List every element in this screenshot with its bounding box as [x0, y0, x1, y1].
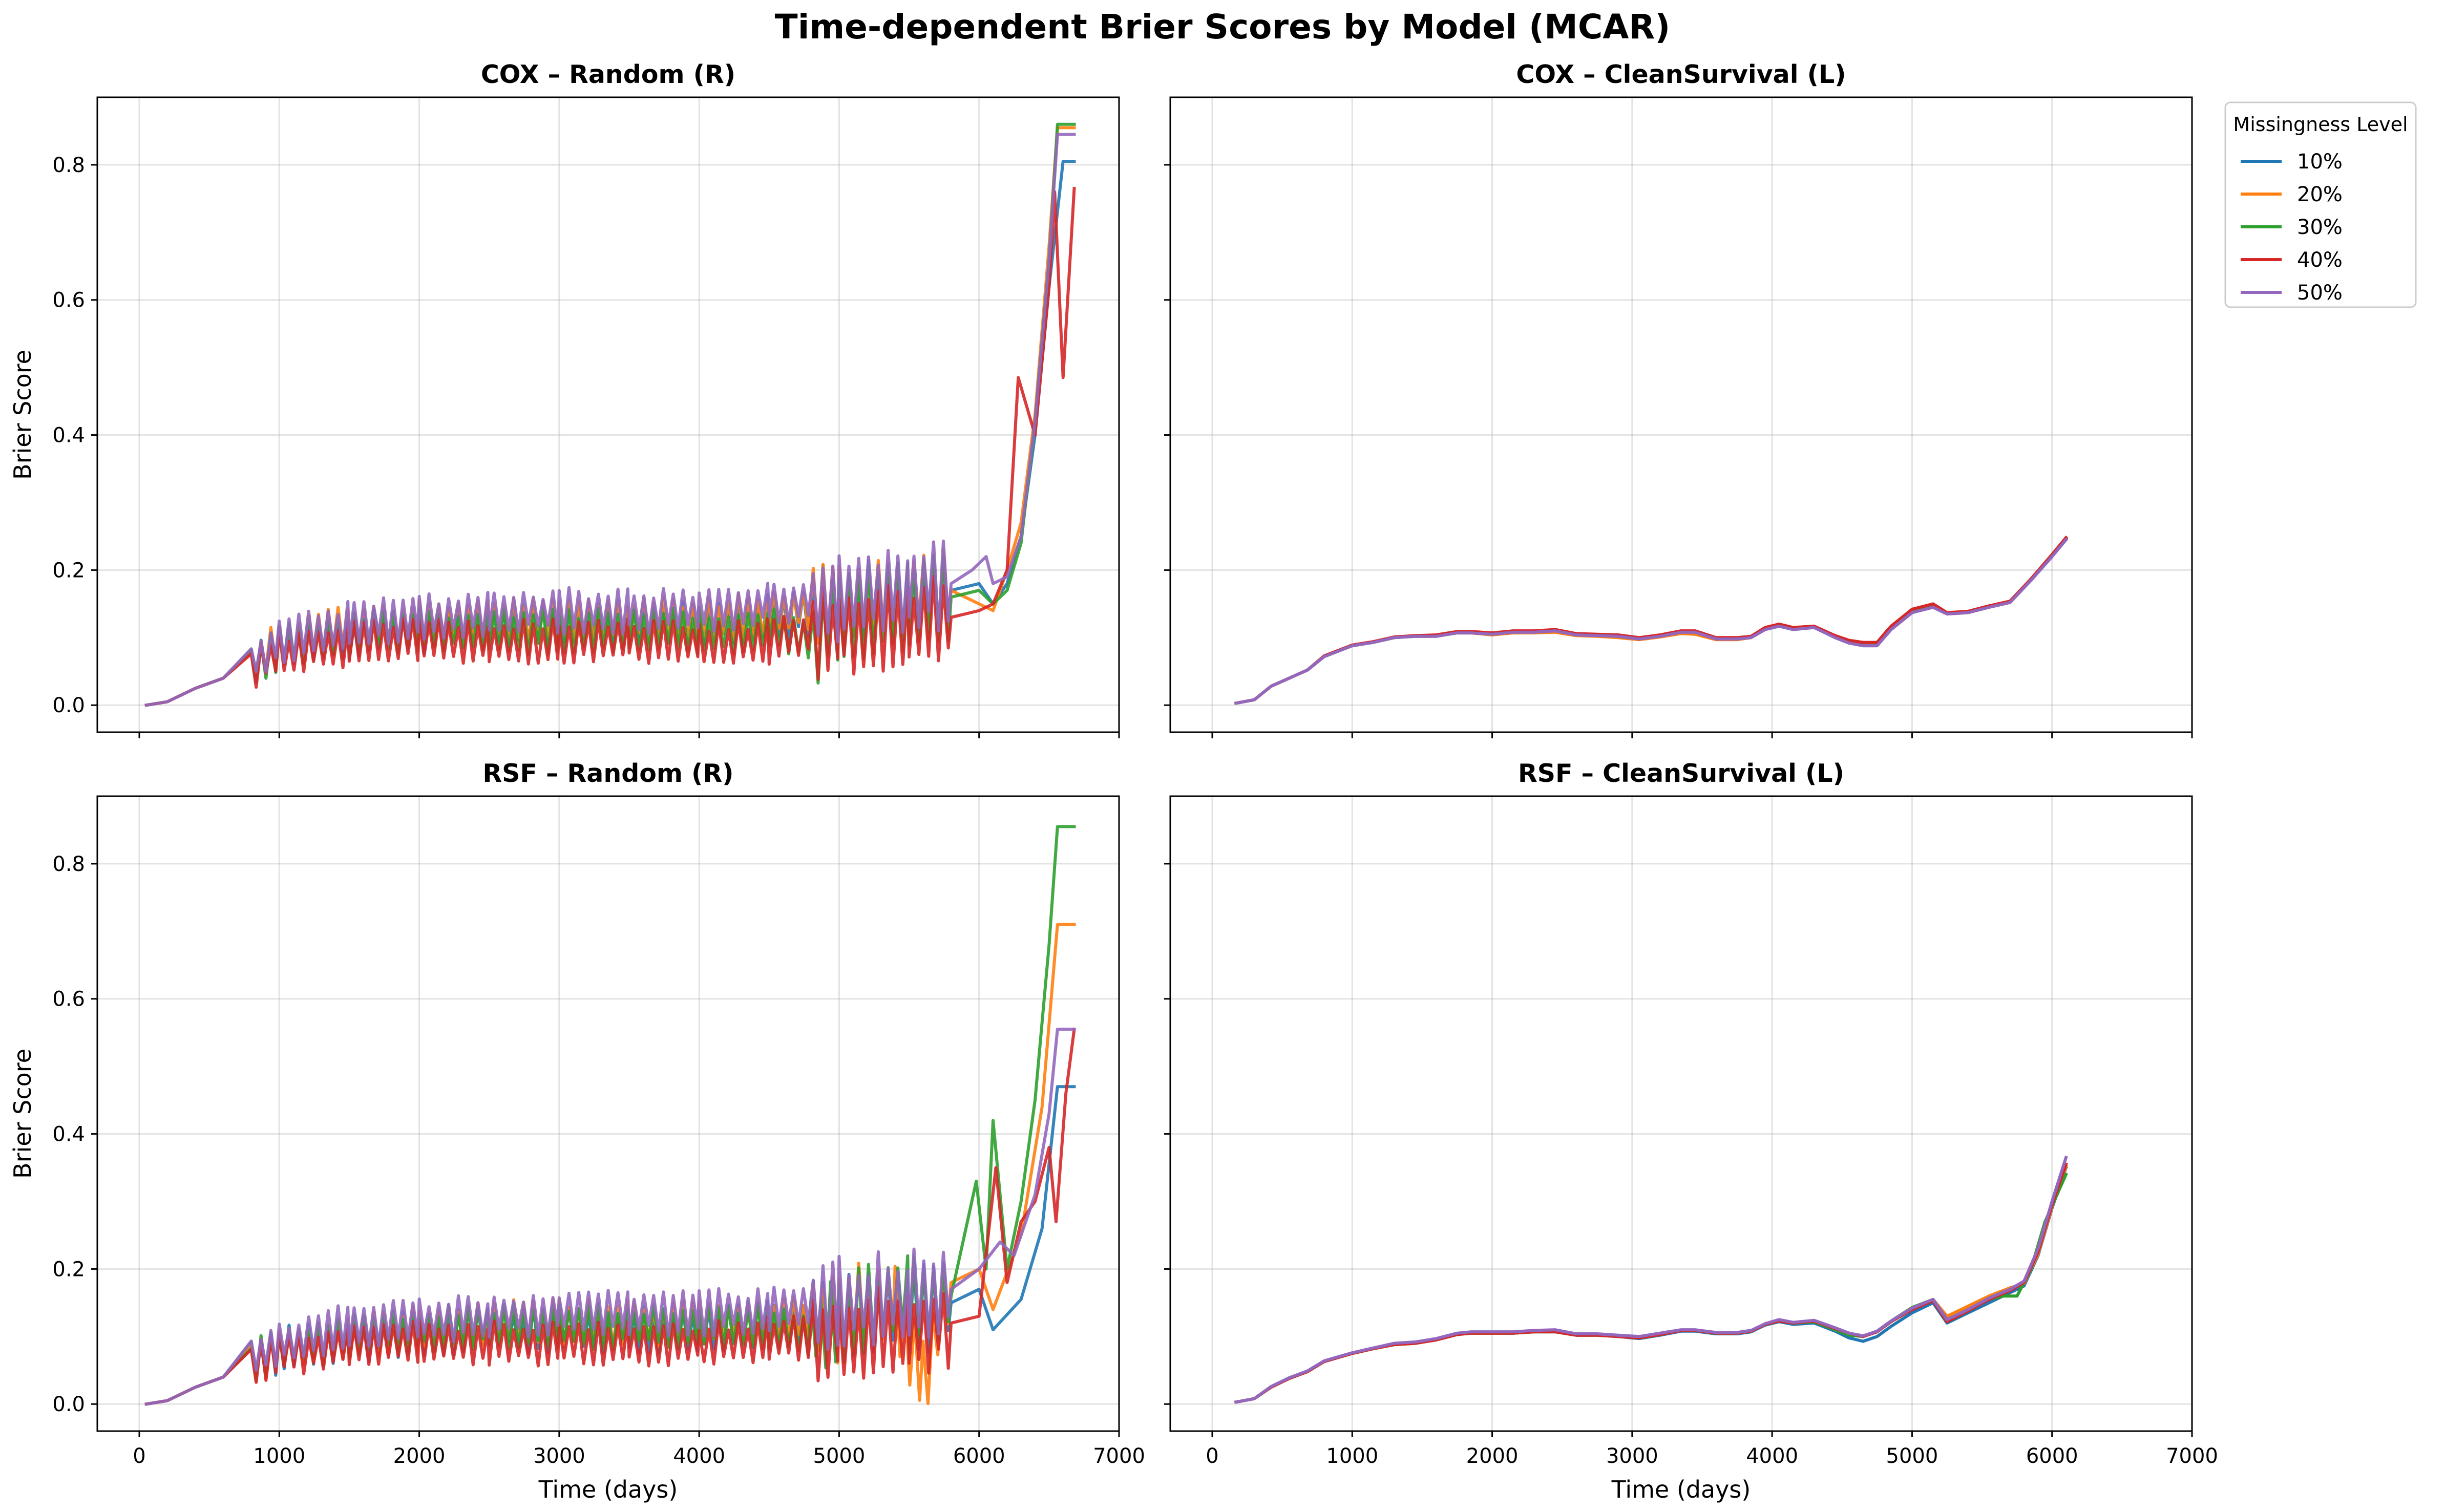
- panel-rsf-cleansurvival: 0 1000 2000 3000 4000 5000 6000 7000 RSF – Clean…: [1164, 759, 2218, 1503]
- axes-frame: [1169, 96, 2193, 733]
- panel-cox-cleansurvival: COX – CleanSurvival (L): [1164, 60, 2193, 738]
- series-group: [1234, 1155, 2068, 1404]
- x-tick-label: 2000: [393, 1444, 446, 1468]
- axes-frame: [96, 795, 1120, 1432]
- legend-label: 10%: [2297, 150, 2343, 174]
- x-tick-label: 1000: [253, 1444, 305, 1468]
- legend-label: 30%: [2297, 216, 2343, 239]
- y-tick-label: 0.2: [52, 559, 85, 582]
- series-line-50: [1234, 537, 2069, 705]
- series-group: [144, 122, 1076, 707]
- x-axis-label: Time (days): [538, 1476, 678, 1503]
- legend-label: 50%: [2297, 281, 2343, 305]
- x-tick-label: 3000: [1606, 1444, 1658, 1468]
- y-axis-label: Brier Score: [9, 350, 36, 480]
- axes-frame: [96, 96, 1120, 733]
- y-axis-label: Brier Score: [9, 1049, 36, 1179]
- series-group: [144, 825, 1076, 1406]
- y-tick-label: 0.8: [52, 853, 85, 876]
- y-tick-label: 0.4: [52, 1123, 85, 1146]
- panel-title: RSF – Random (R): [482, 759, 733, 788]
- x-tick-label: 5000: [813, 1444, 866, 1468]
- y-tick-label: 0.0: [52, 694, 85, 717]
- legend-label: 20%: [2297, 183, 2343, 206]
- legend-box: [2224, 101, 2417, 308]
- series-line-40: [144, 186, 1076, 707]
- y-tick-label: 0.6: [52, 289, 85, 312]
- x-tick-label: 4000: [1746, 1444, 1798, 1468]
- y-tick-label: 0.6: [52, 988, 85, 1011]
- x-tick-label: 3000: [533, 1444, 585, 1468]
- panel-cox-random: 0.0 0.2 0.4 0.6 0.8 COX – Random (R) Brier Sco…: [9, 60, 1120, 738]
- figure-title: Time-dependent Brier Scores by Model (MC…: [775, 7, 1671, 47]
- series-line-50: [144, 133, 1076, 707]
- x-tick-label: 7000: [2166, 1444, 2218, 1468]
- x-tick-label: 6000: [953, 1444, 1005, 1468]
- panel-title: COX – CleanSurvival (L): [1516, 60, 1846, 89]
- series-line-50: [144, 1028, 1076, 1406]
- x-tick-label: 7000: [1093, 1444, 1145, 1468]
- y-tick-label: 0.4: [52, 424, 85, 448]
- x-tick-label: 0: [1206, 1444, 1218, 1468]
- series-line-40: [144, 1027, 1076, 1406]
- legend-label: 40%: [2297, 248, 2343, 272]
- y-tick-label: 0.8: [52, 154, 85, 177]
- x-tick-label: 5000: [1886, 1444, 1938, 1468]
- x-tick-label: 6000: [2026, 1444, 2078, 1468]
- grid: [1170, 796, 2193, 1431]
- x-tick-label: 1000: [1326, 1444, 1378, 1468]
- x-tick-label: 4000: [673, 1444, 725, 1468]
- grid: [97, 97, 1120, 732]
- y-tick-label: 0.0: [52, 1393, 85, 1416]
- axes-frame: [1169, 795, 2193, 1432]
- y-tick-label: 0.2: [52, 1258, 85, 1281]
- x-tick-label: 2000: [1466, 1444, 1519, 1468]
- series-group: [1234, 535, 2069, 705]
- series-line-50: [1234, 1155, 2068, 1404]
- panel-title: RSF – CleanSurvival (L): [1518, 759, 1844, 788]
- x-axis-label: Time (days): [1611, 1476, 1751, 1503]
- panel-rsf-random: 0 1000 2000 3000 4000 5000 6000 7000 0.0 0.2 0.4 0.…: [9, 759, 1145, 1503]
- x-tick-label: 0: [133, 1444, 145, 1468]
- panel-title: COX – Random (R): [481, 60, 735, 89]
- legend-title: Missingness Level: [2233, 113, 2408, 136]
- legend: Missingness Level 10% 20% 30% 40% 50%: [2224, 101, 2417, 308]
